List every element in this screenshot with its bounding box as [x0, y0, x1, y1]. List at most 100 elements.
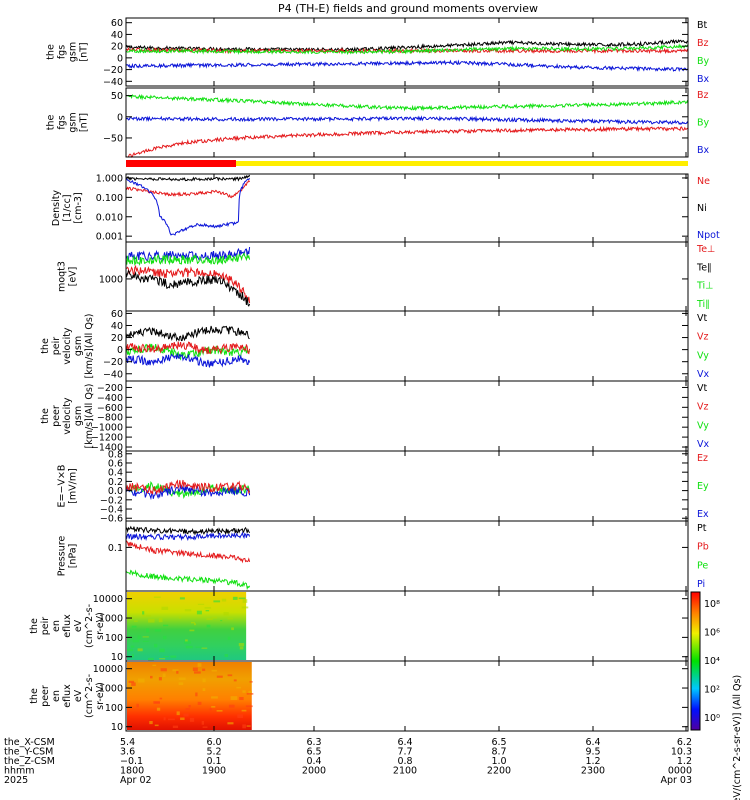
- heatmap-texture: [233, 679, 237, 682]
- y-tick-label: −800: [97, 413, 123, 424]
- colorbar-tick-label: 10⁶: [704, 628, 720, 639]
- heatmap-texture: [221, 598, 227, 602]
- heatmap-texture: [149, 721, 153, 725]
- heatmap-texture: [136, 703, 139, 708]
- legend-item-2: Ex: [697, 509, 709, 520]
- mode-strip-slow: [126, 160, 236, 167]
- heatmap-texture: [145, 615, 152, 617]
- heatmap-texture: [163, 717, 166, 721]
- y-axis-label-line: (cm^2-s-: [84, 674, 95, 718]
- legend-item-2: Vy: [697, 420, 709, 431]
- heatmap-texture: [242, 724, 246, 729]
- panel-frame: [125, 87, 689, 158]
- heatmap-texture: [178, 682, 184, 685]
- legend-item-2: Ti⊥: [696, 281, 713, 292]
- y-tick-label: −40: [103, 369, 123, 380]
- x-axis-labels: the_X-CSM 5.4 6.0 6.3 6.4 6.5 6.4 6.2 the_Y-CSM 3…: [4, 737, 692, 786]
- heatmap-texture: [223, 612, 229, 616]
- x-row-value: 1800: [120, 766, 144, 777]
- heatmap-texture: [201, 647, 208, 649]
- heatmap-texture: [249, 681, 253, 683]
- y-tick-label: −1400: [91, 443, 123, 454]
- heatmap-texture: [227, 636, 231, 640]
- x-row-value: 0.4: [306, 756, 321, 767]
- x-row-value: 6.4: [397, 737, 412, 748]
- heatmap-texture: [248, 690, 252, 695]
- series-blue-line: [125, 115, 689, 125]
- heatmap-texture: [194, 671, 201, 674]
- y-axis-label-line: [mV/m]: [68, 468, 79, 504]
- y-tick-label: 10: [111, 722, 123, 733]
- heatmap-texture: [179, 617, 182, 619]
- legend: Ne Ni Npot: [697, 176, 720, 241]
- y-tick-label: 10: [111, 652, 123, 663]
- x-row-label: the_X-CSM: [4, 737, 55, 748]
- heatmap-texture: [152, 664, 157, 667]
- y-axis-ticks: 50 0 −50: [103, 91, 688, 144]
- x-row-label: 2025: [4, 775, 28, 786]
- heatmap-texture: [185, 708, 190, 710]
- heatmap-texture: [230, 696, 238, 700]
- y-axis-label-line: moqt3: [57, 261, 68, 292]
- legend-item-0: Bz: [697, 90, 709, 101]
- y-axis-label-line: velocity: [62, 397, 73, 435]
- heatmap-texture: [189, 629, 195, 632]
- y-axis-label-line: the: [46, 115, 57, 131]
- heatmap-texture: [216, 710, 223, 712]
- heatmap-texture: [137, 648, 143, 652]
- y-tick-label: −400: [97, 393, 123, 404]
- heatmap-texture: [246, 693, 254, 695]
- heatmap-texture: [194, 623, 197, 626]
- heatmap-texture: [205, 610, 210, 612]
- y-axis-label-line: sr-eV): [95, 612, 106, 640]
- y-tick-label: 10000: [93, 664, 123, 675]
- legend-item-3: Vx: [697, 439, 709, 450]
- heatmap-texture: [131, 625, 137, 628]
- y-tick-label: −600: [97, 403, 123, 414]
- heatmap-texture: [202, 678, 206, 683]
- series-blue-line: [125, 178, 251, 236]
- y-tick-label: 0: [117, 112, 123, 123]
- series-blue-line: [125, 353, 251, 368]
- heatmap-texture: [211, 696, 218, 699]
- heatmap-texture: [209, 708, 212, 711]
- heatmap-texture: [154, 643, 158, 648]
- heatmap-texture: [127, 648, 133, 652]
- y-axis-label-line: gsm: [68, 112, 79, 132]
- heatmap-texture: [202, 726, 208, 728]
- heatmap-texture: [202, 688, 206, 692]
- y-tick-label: 20: [111, 42, 123, 53]
- legend-item-0: Te⊥: [696, 244, 715, 255]
- y-axis-ticks: 0.80.60.40.20.0−0.2−0.4−0.6: [100, 449, 688, 525]
- x-row-value: 6.5: [306, 747, 321, 758]
- heatmap-texture: [183, 713, 189, 717]
- x-row-value: 9.5: [585, 747, 600, 758]
- heatmap-texture: [185, 645, 193, 649]
- heatmap-texture: [172, 725, 179, 729]
- heatmap-texture: [130, 645, 135, 648]
- legend-item-1: Ey: [697, 481, 709, 492]
- heatmap-texture: [204, 607, 212, 609]
- heatmap-texture: [128, 680, 135, 683]
- legend: Bt Bz By Bx: [697, 20, 710, 85]
- x-row-value: 0.8: [397, 756, 412, 767]
- heatmap-texture: [241, 606, 249, 609]
- heatmap-texture: [180, 717, 185, 721]
- x-row-value: Apr 03: [660, 775, 692, 786]
- y-axis-label: the peir en eflux eV (cm^2-s-sr-eV): [29, 604, 106, 648]
- series-red-line: [125, 341, 251, 355]
- heatmap-texture: [197, 603, 205, 605]
- x-row-label: the_Y-CSM: [4, 747, 53, 758]
- panel-9: 10000 1000 100 10 the peir en eflux eV (cm^2-s-sr…: [29, 590, 689, 663]
- y-tick-label: −1200: [91, 433, 123, 444]
- y-axis-label-line: peer: [40, 685, 51, 707]
- heatmap-texture: [158, 677, 162, 681]
- y-axis-label-line: [cm-3]: [73, 192, 84, 223]
- heatmap-texture: [245, 705, 253, 708]
- heatmap-texture: [142, 636, 149, 638]
- x-row-value: 6.0: [206, 737, 221, 748]
- heatmap-texture: [134, 620, 138, 622]
- heatmap-texture: [142, 640, 149, 642]
